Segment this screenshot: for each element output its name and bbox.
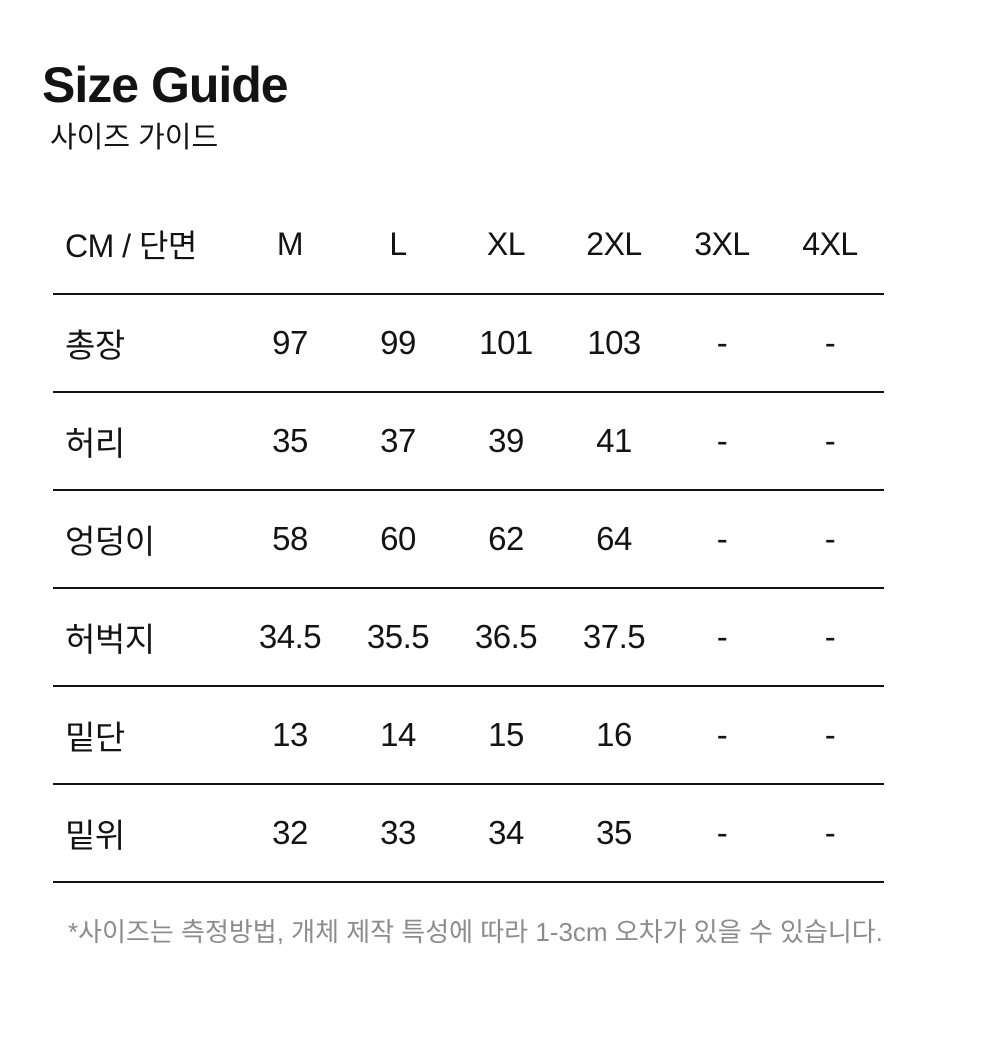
- row-label: 엉덩이: [53, 489, 236, 589]
- header-cell-measure-unit: CM / 단면: [53, 195, 236, 295]
- size-value-cell: 37: [344, 391, 452, 491]
- size-value-cell: -: [668, 783, 776, 883]
- size-value-cell: 103: [560, 293, 668, 393]
- size-value-cell: -: [776, 587, 884, 687]
- size-value-cell: 39: [452, 391, 560, 491]
- header-cell-size: XL: [452, 195, 560, 295]
- header-cell-size: M: [236, 195, 344, 295]
- size-value-cell: 60: [344, 489, 452, 589]
- size-value-cell: -: [776, 391, 884, 491]
- size-value-cell: 14: [344, 685, 452, 785]
- row-label: 밑단: [53, 685, 236, 785]
- size-guide-table: CM / 단면 M L XL 2XL 3XL 4XL 총장 97 99 101 103- - 허리 35 3…: [53, 195, 884, 883]
- size-value-cell: -: [776, 685, 884, 785]
- size-guide-page: Size Guide 사이즈 가이드 CM / 단면 M L XL 2XL 3XL 4XL …: [0, 55, 1000, 1062]
- table-row: 총장 97 99 101 103- -: [53, 293, 884, 393]
- size-value-cell: 34.5: [236, 587, 344, 687]
- table-row: 밑단 13 14 15 16- -: [53, 685, 884, 785]
- header-cell-size: 3XL: [668, 195, 776, 295]
- size-value-cell: 35: [236, 391, 344, 491]
- size-value-cell: 35: [560, 783, 668, 883]
- size-value-cell: 64: [560, 489, 668, 589]
- page-subtitle: 사이즈 가이드: [50, 122, 219, 154]
- table-header-row: CM / 단면 M L XL 2XL 3XL 4XL: [53, 195, 884, 295]
- row-label: 허리: [53, 391, 236, 491]
- size-value-cell: 36.5: [452, 587, 560, 687]
- size-value-cell: -: [668, 391, 776, 491]
- table-row: 허리 35 37 39 41- -: [53, 391, 884, 491]
- table-row: 허벅지 34.5 35.5 36.5 37.5- -: [53, 587, 884, 687]
- row-label: 허벅지: [53, 587, 236, 687]
- table-body: 총장 97 99 101 103- - 허리 35 37 39 41- - 엉덩이 58 60 62 64- - 허…: [53, 293, 884, 883]
- row-label: 밑위: [53, 783, 236, 883]
- size-value-cell: -: [776, 783, 884, 883]
- size-value-cell: 34: [452, 783, 560, 883]
- size-value-cell: -: [668, 489, 776, 589]
- size-value-cell: 101: [452, 293, 560, 393]
- size-value-cell: 41: [560, 391, 668, 491]
- size-value-cell: 13: [236, 685, 344, 785]
- size-value-cell: 97: [236, 293, 344, 393]
- size-value-cell: -: [668, 293, 776, 393]
- size-value-cell: 15: [452, 685, 560, 785]
- size-value-cell: 37.5: [560, 587, 668, 687]
- size-value-cell: -: [776, 489, 884, 589]
- header-cell-size: 4XL: [776, 195, 884, 295]
- header-cell-size: 2XL: [560, 195, 668, 295]
- size-value-cell: 99: [344, 293, 452, 393]
- size-disclaimer: *사이즈는 측정방법, 개체 제작 특성에 따라 1-3cm 오차가 있을 수 …: [68, 916, 883, 947]
- size-value-cell: 58: [236, 489, 344, 589]
- row-label: 총장: [53, 293, 236, 393]
- size-value-cell: 35.5: [344, 587, 452, 687]
- size-value-cell: -: [668, 587, 776, 687]
- size-value-cell: 62: [452, 489, 560, 589]
- table-row: 밑위 32 33 34 35- -: [53, 783, 884, 883]
- table-row: 엉덩이 58 60 62 64- -: [53, 489, 884, 589]
- size-value-cell: 32: [236, 783, 344, 883]
- page-title: Size Guide: [42, 57, 289, 113]
- header-cell-size: L: [344, 195, 452, 295]
- size-value-cell: -: [776, 293, 884, 393]
- size-value-cell: 33: [344, 783, 452, 883]
- size-value-cell: 16: [560, 685, 668, 785]
- size-value-cell: -: [668, 685, 776, 785]
